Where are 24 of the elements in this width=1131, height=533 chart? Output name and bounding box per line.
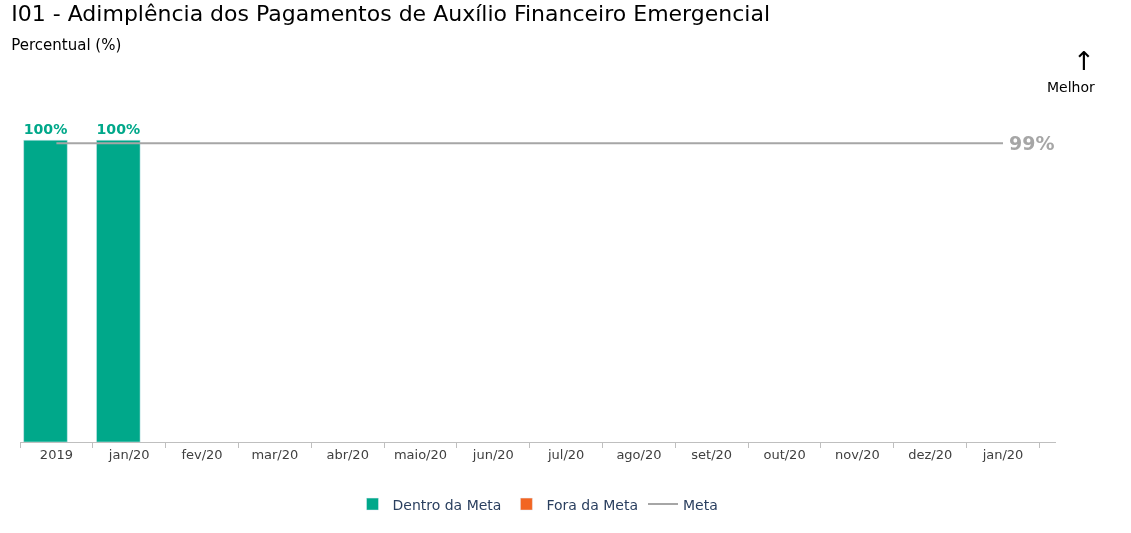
x-tick-label: set/20 — [691, 446, 733, 462]
chart-subtitle: Percentual (%) — [11, 35, 122, 54]
x-tick-label: out/20 — [763, 446, 806, 462]
x-tick-label: jun/20 — [471, 446, 514, 462]
text: ↑ — [1073, 46, 1095, 76]
x-tick-label: 2019 — [39, 446, 73, 462]
legend-label: Dentro da Meta — [392, 496, 502, 513]
x-tick-label: dez/20 — [908, 446, 953, 462]
x-tick-label: jul/20 — [546, 446, 585, 462]
x-tick-label: jan/20 — [107, 446, 150, 462]
text: Melhor — [1047, 79, 1096, 95]
x-tick-label: jan/20 — [981, 446, 1024, 462]
data-label: 99% — [1009, 132, 1055, 154]
data-label: 100% — [96, 121, 141, 138]
x-tick-label: fev/20 — [181, 446, 223, 462]
x-tick-label: abr/20 — [326, 446, 369, 462]
x-tick-label: maio/20 — [393, 446, 448, 462]
data-label: 100% — [23, 121, 68, 138]
chart-title: I01 - Adimplência dos Pagamentos de Auxílio Financeiro Emergencial — [11, 1, 771, 27]
legend-label: Meta — [683, 496, 718, 513]
legend-label: Fora da Meta — [546, 496, 638, 513]
x-tick-label: nov/20 — [834, 446, 880, 462]
x-tick-label: ago/20 — [616, 446, 662, 462]
x-tick-label: mar/20 — [251, 446, 299, 462]
